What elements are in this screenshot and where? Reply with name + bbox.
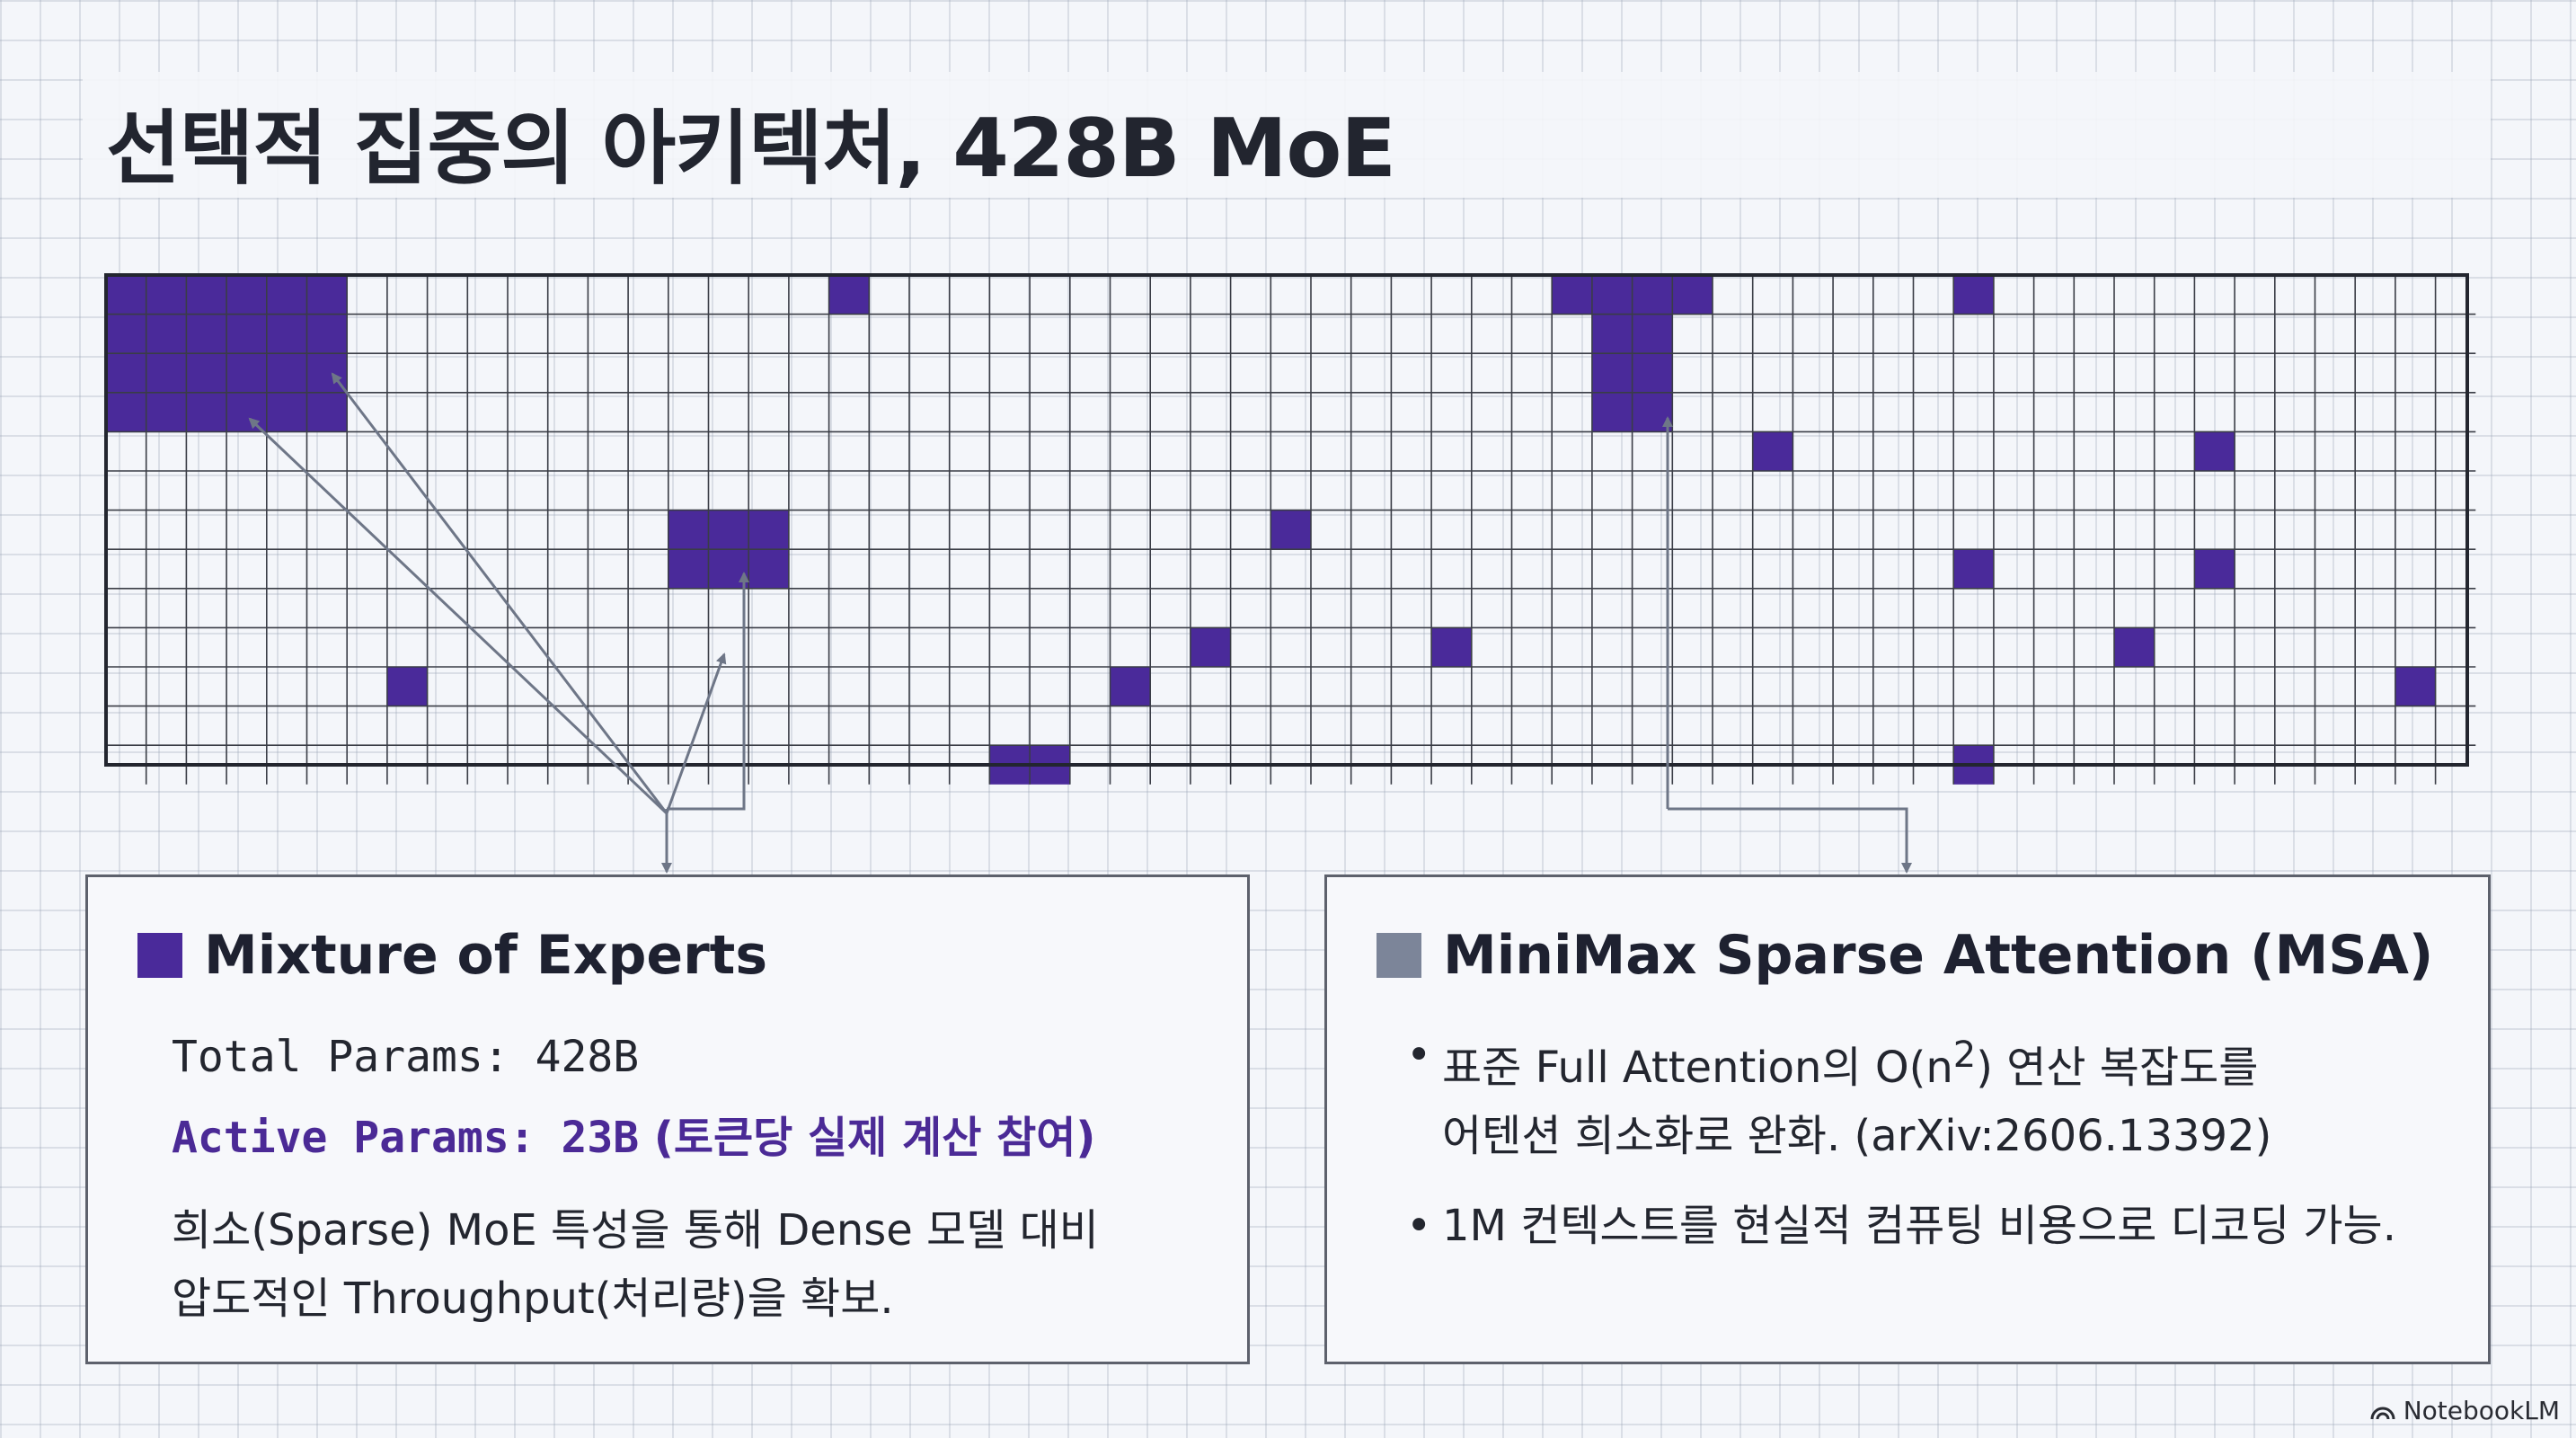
active-cell-block-15: [386, 667, 428, 706]
total-params: Total Params: 428B: [172, 1032, 640, 1082]
moe-panel: Mixture of Experts Total Params: 428B Ac…: [85, 874, 1250, 1364]
arrow-moe-to-expert-block-a: [331, 372, 668, 814]
bullet-symbol: •: [1406, 1201, 1432, 1251]
active-params: Active Params: 23B (토큰당 실제 계산 참여): [172, 1102, 1095, 1165]
moe-panel-title: Mixture of Experts: [204, 924, 768, 987]
msa-bullet-2-text: 1M 컨텍스트를 현실적 컴퓨팅 비용으로 디코딩 가능.: [1442, 1201, 2396, 1251]
active-cell-block-10: [1953, 549, 1994, 589]
square-swatch-icon: [137, 933, 182, 978]
bullet-symbol: •: [1406, 1030, 1432, 1080]
moe-panel-heading: Mixture of Experts: [137, 924, 767, 987]
msa-bullet-1: • 표준 Full Attention의 O(n2) 연산 복잡도를 어텐션 희…: [1406, 1021, 2466, 1170]
msa-bullet-1-text-a: 표준 Full Attention의 O(n: [1442, 1043, 1953, 1093]
arrow-into-msa-panel: [1668, 807, 1912, 874]
active-cell-block-11: [2194, 549, 2235, 589]
arrow-moe-to-expert-block-b: [248, 417, 668, 815]
active-cell-block-2: [828, 275, 870, 315]
active-cell-block-14: [2114, 627, 2155, 667]
moe-description: 희소(Sparse) MoE 특성을 통해 Dense 모델 대비 압도적인 T…: [172, 1196, 1205, 1333]
arrow-moe-to-expert-block-d: [667, 572, 749, 811]
active-cell-block-16: [1110, 667, 1151, 706]
grid-lines: [106, 275, 2476, 785]
active-cell-block-7: [2194, 431, 2235, 471]
active-cell-block-5: [1953, 275, 1994, 315]
active-cell-block-13: [1431, 627, 1472, 667]
msa-bullet-1-text-b: ) 연산 복잡도를: [1976, 1043, 2259, 1093]
title-band: [83, 72, 2491, 198]
active-cell-block-9: [1270, 510, 1311, 550]
msa-panel: MiniMax Sparse Attention (MSA) • 표준 Full…: [1324, 874, 2491, 1364]
arrow-moe-to-expert-block-c: [665, 652, 727, 814]
active-cell-block-12: [1190, 627, 1231, 667]
brand: NotebookLM: [2369, 1396, 2560, 1425]
moe-description-line-2: 압도적인 Throughput(처리량)을 확보.: [172, 1274, 894, 1324]
page-title: 선택적 집중의 아키텍처, 428B MoE: [106, 102, 1396, 196]
msa-bullet-1-line-2: 어텐션 희소화로 완화. (arXiv:2606.13392): [1442, 1111, 2272, 1161]
active-params-note: (토큰당 실제 계산 참여): [639, 1113, 1096, 1163]
brand-name: NotebookLM: [2403, 1396, 2560, 1425]
msa-bullet-2: • 1M 컨텍스트를 현실적 컴퓨팅 비용으로 디코딩 가능.: [1406, 1192, 2466, 1260]
connector-arrows: [248, 372, 1912, 874]
active-cell-block-6: [1752, 431, 1793, 471]
msa-bullet-1-superscript: 2: [1952, 1034, 1977, 1076]
msa-panel-heading: MiniMax Sparse Attention (MSA): [1377, 924, 2433, 987]
active-cell-block-17: [2395, 667, 2436, 706]
square-swatch-icon: [1377, 933, 1421, 978]
grid-border: [104, 273, 2469, 767]
moe-description-line-1: 희소(Sparse) MoE 특성을 통해 Dense 모델 대비: [172, 1205, 1099, 1256]
msa-panel-title: MiniMax Sparse Attention (MSA): [1443, 924, 2434, 987]
msa-bullet-list: • 표준 Full Attention의 O(n2) 연산 복잡도를 어텐션 희…: [1406, 1021, 2466, 1260]
msa-bullet-1-line-1: 표준 Full Attention의 O(n2) 연산 복잡도를: [1442, 1034, 2259, 1093]
active-params-value: Active Params: 23B: [172, 1113, 640, 1163]
notebooklm-logo-icon: [2370, 1407, 2395, 1419]
